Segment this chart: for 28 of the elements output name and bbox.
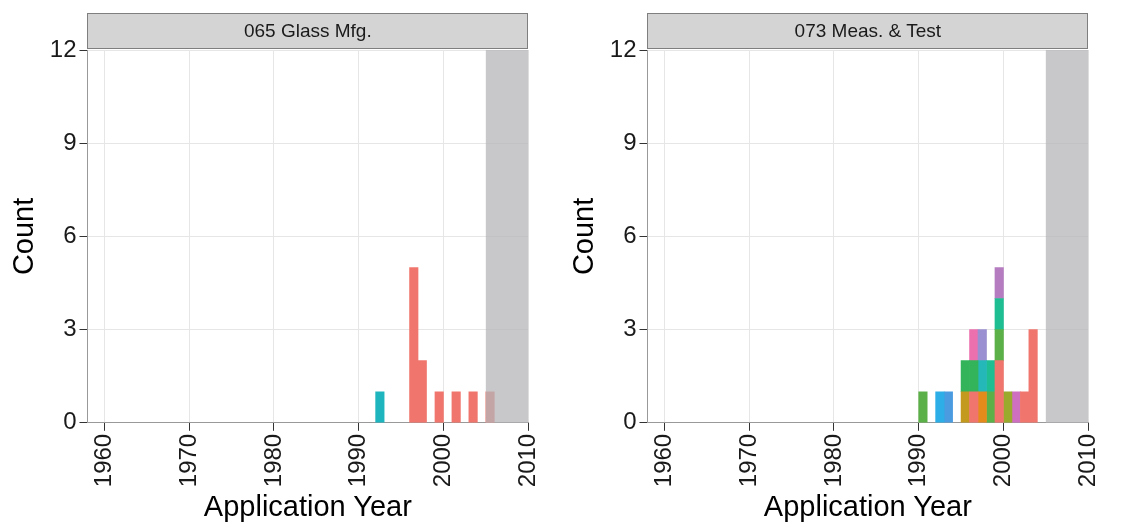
x-tick-label: 2000 — [988, 433, 1016, 488]
x-axis-title: Application Year — [203, 489, 413, 522]
y-axis-title: Count — [7, 197, 40, 276]
x-tick-label: 1960 — [89, 433, 117, 488]
x-tick-label: 1970 — [733, 433, 761, 488]
x-tick-label: 1980 — [818, 433, 846, 488]
chart-title: 073 Meas. & Test — [647, 13, 1089, 49]
x-tick-label: 2010 — [512, 433, 540, 488]
y-tick-label: 3 — [63, 314, 77, 342]
x-axis-title: Application Year — [763, 489, 973, 522]
x-tick-label: 1980 — [258, 433, 286, 488]
y-tick-label: 12 — [49, 34, 77, 62]
y-tick-label: 6 — [63, 221, 77, 249]
y-tick-label: 9 — [63, 127, 77, 155]
y-tick-label: 3 — [623, 314, 637, 342]
y-tick-label: 12 — [609, 34, 637, 62]
y-tick-label: 0 — [63, 407, 77, 435]
chart-title: 065 Glass Mfg. — [87, 13, 529, 49]
x-tick-label: 1990 — [903, 433, 931, 488]
x-tick-label: 2010 — [1072, 433, 1100, 488]
x-tick-label: 2000 — [428, 433, 456, 488]
x-tick-label: 1990 — [343, 433, 371, 488]
y-tick-label: 0 — [623, 407, 637, 435]
y-tick-label: 9 — [623, 127, 637, 155]
y-axis-title: Count — [567, 197, 600, 276]
y-tick-label: 6 — [623, 221, 637, 249]
x-tick-label: 1970 — [173, 433, 201, 488]
x-tick-label: 1960 — [649, 433, 677, 488]
